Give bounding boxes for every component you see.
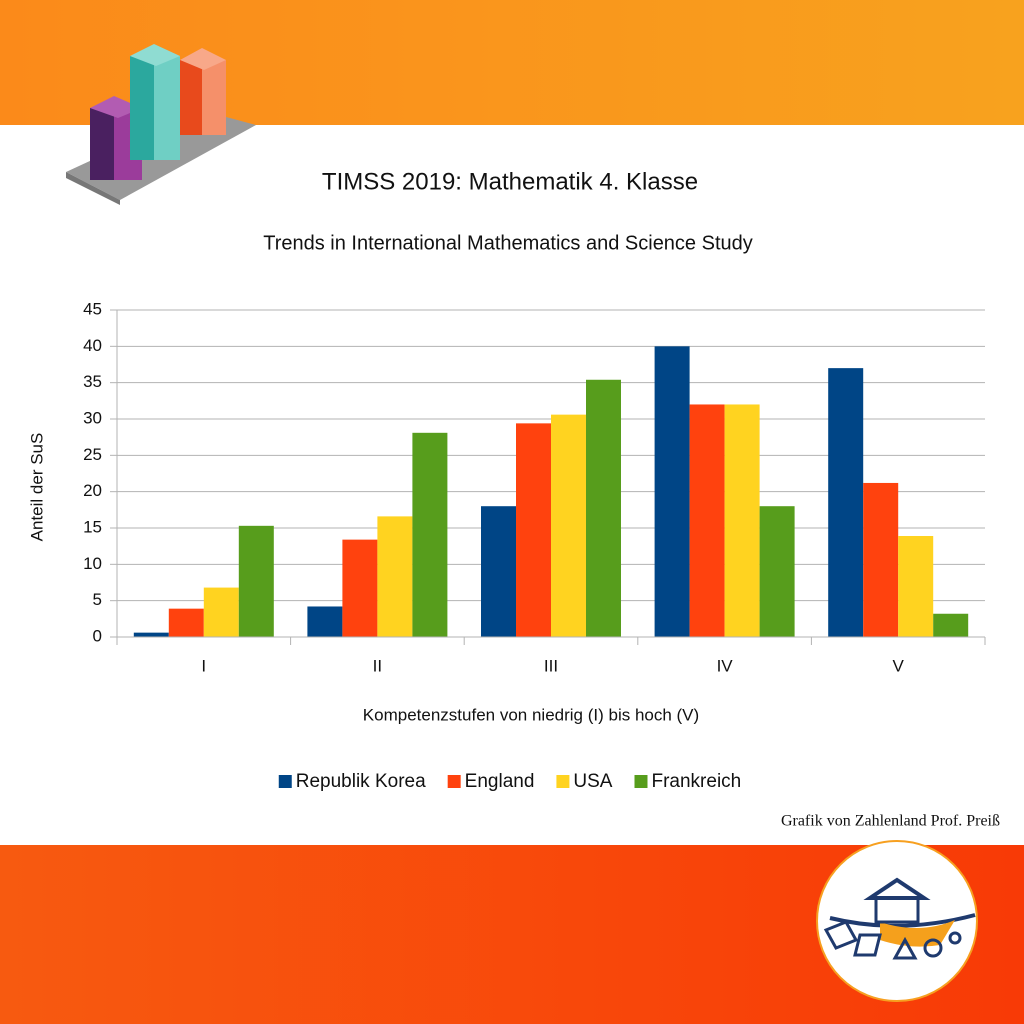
bar <box>516 423 551 637</box>
bar <box>412 432 448 637</box>
x-tick-label: IV <box>717 656 734 675</box>
x-tick-label: V <box>893 656 905 675</box>
y-tick-label: 0 <box>93 626 102 645</box>
y-tick-label: 20 <box>83 481 102 500</box>
y-tick-label: 25 <box>83 445 102 464</box>
x-axis-label: Kompetenzstufen von niedrig (I) bis hoch… <box>363 705 699 724</box>
x-tick-label: II <box>373 656 382 675</box>
bar <box>203 587 239 637</box>
y-tick-label: 45 <box>83 299 102 318</box>
y-tick-label: 35 <box>83 372 102 391</box>
bar <box>759 506 795 637</box>
bar-icon <box>66 44 256 205</box>
bar <box>551 414 586 637</box>
bar <box>828 368 864 637</box>
y-tick-label: 10 <box>83 554 102 573</box>
legend-swatch <box>634 775 648 788</box>
bar <box>863 482 899 637</box>
legend-swatch <box>447 775 461 788</box>
bar <box>586 379 621 637</box>
bar <box>307 606 343 637</box>
y-tick-label: 15 <box>83 517 102 536</box>
bar <box>898 535 934 637</box>
bar <box>342 539 378 637</box>
y-tick-label: 40 <box>83 336 102 355</box>
bar <box>238 525 274 637</box>
credit: Grafik von Zahlenland Prof. Preiß <box>781 813 1000 830</box>
y-tick-label: 5 <box>93 590 102 609</box>
legend-label: Frankreich <box>651 771 741 792</box>
bar <box>481 506 516 637</box>
legend-label: England <box>465 771 535 792</box>
legend-swatch <box>556 775 570 788</box>
bar <box>689 404 725 637</box>
legend-label: USA <box>573 771 612 792</box>
chart-title: TIMSS 2019: Mathematik 4. Klasse <box>322 168 698 195</box>
x-tick-label: III <box>544 656 558 675</box>
bar <box>933 613 969 637</box>
bar <box>377 516 413 637</box>
bar <box>168 608 204 637</box>
legend-label: Republik Korea <box>296 771 426 792</box>
bar <box>133 632 169 637</box>
y-axis-label: Anteil der SuS <box>27 433 46 542</box>
bar <box>654 346 690 637</box>
logo <box>816 840 978 1002</box>
chart-subtitle: Trends in International Mathematics and … <box>263 232 753 254</box>
bar <box>724 404 760 637</box>
legend-swatch <box>278 775 292 788</box>
x-tick-label: I <box>201 656 206 675</box>
y-tick-label: 30 <box>83 408 102 427</box>
